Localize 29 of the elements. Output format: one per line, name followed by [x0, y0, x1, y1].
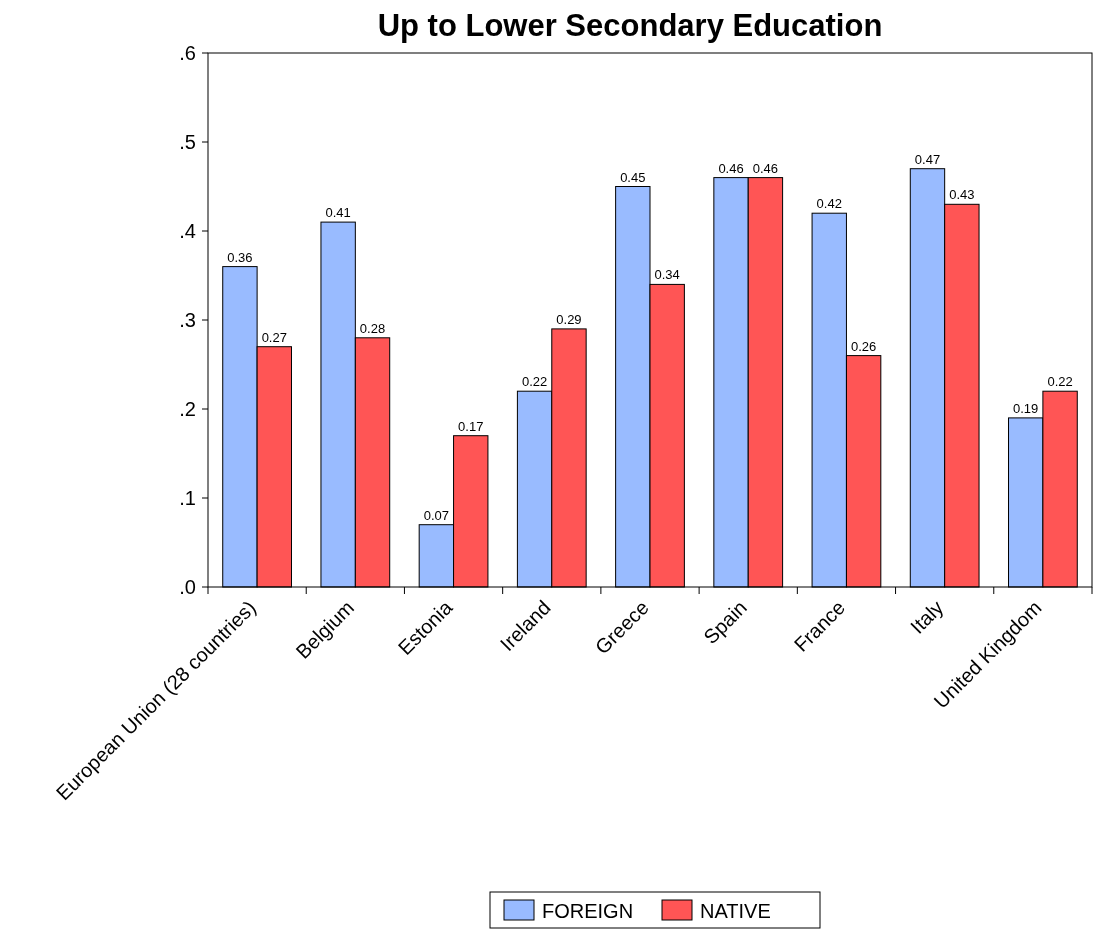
- data-label: 0.29: [556, 311, 582, 327]
- legend-label: FOREIGN: [542, 900, 634, 922]
- data-label: 0.41: [325, 205, 351, 221]
- legend-label: NATIVE: [700, 900, 771, 922]
- y-tick-label: .5: [179, 131, 196, 153]
- data-label: 0.17: [458, 418, 484, 434]
- data-label: 0.07: [423, 507, 450, 523]
- data-label: 0.28: [359, 320, 386, 336]
- data-label: 0.22: [521, 374, 548, 390]
- chart-title: Up to Lower Secondary Education: [377, 8, 883, 43]
- y-tick-label: .6: [179, 42, 196, 64]
- data-label: 0.34: [654, 267, 680, 283]
- data-label: 0.26: [850, 338, 877, 354]
- data-label: 0.47: [914, 151, 941, 167]
- data-label: 0.22: [1047, 374, 1073, 390]
- y-tick-label: .0: [179, 576, 196, 598]
- data-label: 0.43: [949, 187, 975, 203]
- y-tick-label: .2: [179, 398, 196, 420]
- data-label: 0.46: [752, 160, 779, 176]
- data-label: 0.42: [816, 196, 842, 212]
- data-label: 0.45: [620, 169, 646, 185]
- data-label: 0.36: [227, 249, 253, 265]
- data-label: 0.19: [1013, 400, 1039, 416]
- data-label: 0.46: [718, 160, 744, 176]
- y-tick-label: .1: [179, 487, 196, 509]
- y-tick-label: .3: [179, 309, 196, 331]
- data-label: 0.27: [261, 329, 287, 345]
- y-tick-label: .4: [179, 220, 196, 242]
- x-tick-label: Italy: [906, 596, 948, 638]
